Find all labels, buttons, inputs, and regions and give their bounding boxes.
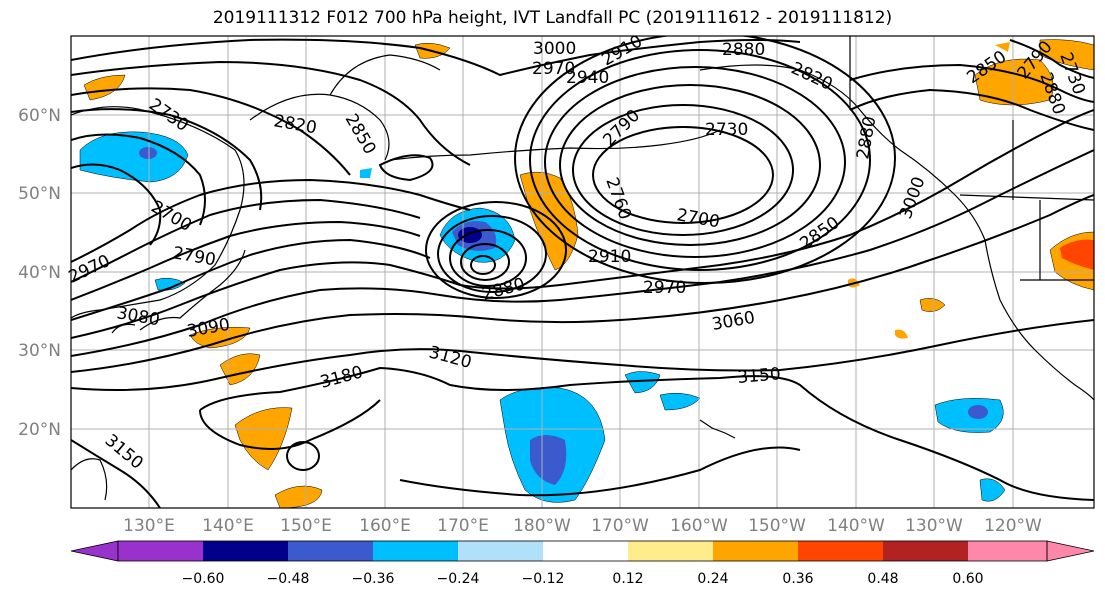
lon-label: 170°W — [591, 516, 649, 536]
lat-label: 30°N — [18, 341, 61, 361]
colorbar-extend-high — [1046, 540, 1095, 562]
ivt-shading — [79, 39, 1094, 508]
lat-label: 20°N — [18, 420, 61, 440]
colorbar-outline — [117, 540, 1048, 562]
lon-label: 140°E — [202, 516, 254, 536]
colorbar-tick-label: 0.24 — [697, 571, 728, 587]
colorbar-segment — [203, 541, 288, 561]
contour-label: 2880 — [722, 40, 765, 60]
contour-label: 3000 — [533, 39, 576, 59]
lon-label: 120°W — [984, 516, 1042, 536]
height-contours — [71, 36, 1094, 508]
lon-label: 130°E — [123, 516, 175, 536]
colorbar-segment — [543, 541, 628, 561]
map-frame — [70, 35, 1095, 509]
lon-label: 160°E — [359, 516, 411, 536]
colorbar-segment — [373, 541, 458, 561]
colorbar — [70, 540, 1095, 562]
colorbar-ticks: −0.60 −0.48 −0.36 −0.24 −0.12 0.12 0.24 … — [182, 571, 984, 587]
colorbar-tick-label: 0.12 — [612, 571, 643, 587]
colorbar-tick-label: −0.36 — [352, 571, 395, 587]
lon-label: 170°E — [437, 516, 489, 536]
coastlines — [71, 36, 1094, 501]
colorbar-segment — [713, 541, 798, 561]
longitude-labels: 130°E 140°E 150°E 160°E 170°E 180°W 170°… — [123, 516, 1042, 536]
contour-label: 2970 — [532, 59, 575, 79]
lon-label: 180°W — [513, 516, 571, 536]
map-title: 2019111312 F012 700 hPa height, IVT Land… — [212, 8, 893, 28]
latitude-labels: 60°N 50°N 40°N 30°N 20°N — [18, 106, 61, 440]
lon-label: 160°W — [670, 516, 728, 536]
contour-label: 2910 — [588, 247, 631, 267]
colorbar-tick-label: −0.60 — [182, 571, 225, 587]
colorbar-segment — [288, 541, 373, 561]
colorbar-segment — [798, 541, 883, 561]
colorbar-tick-label: −0.48 — [267, 571, 310, 587]
lon-label: 130°W — [905, 516, 963, 536]
contour-label: 2940 — [566, 68, 609, 88]
colorbar-tick-label: 0.48 — [867, 571, 898, 587]
colorbar-tick-label: 0.60 — [952, 571, 983, 587]
contour-label: 3150 — [737, 364, 782, 388]
colorbar-segment — [458, 541, 543, 561]
contour-label: 2730 — [705, 120, 748, 140]
lon-label: 140°W — [827, 516, 885, 536]
contour-label: 2970 — [643, 278, 686, 298]
lat-label: 50°N — [18, 184, 61, 204]
lat-label: 40°N — [18, 263, 61, 283]
graticule — [71, 36, 1094, 508]
colorbar-segment — [883, 541, 968, 561]
colorbar-tick-label: −0.12 — [522, 571, 565, 587]
lat-label: 60°N — [18, 106, 61, 126]
colorbar-segment — [628, 541, 713, 561]
lon-label: 150°W — [748, 516, 806, 536]
lon-label: 150°E — [280, 516, 332, 536]
colorbar-extend-low — [70, 540, 119, 562]
colorbar-tick-label: −0.24 — [437, 571, 480, 587]
colorbar-tick-label: 0.36 — [782, 571, 813, 587]
colorbar-segment — [118, 541, 203, 561]
colorbar-segment — [968, 541, 1047, 561]
